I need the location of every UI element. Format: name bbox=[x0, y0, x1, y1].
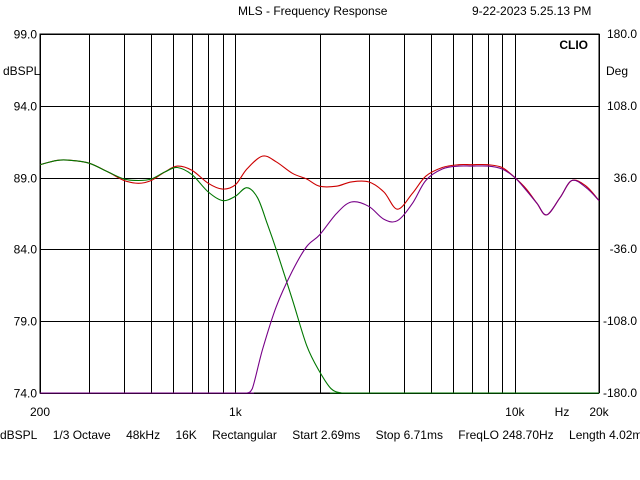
y2-tick-label: -180.0 bbox=[603, 386, 637, 400]
length-setting: Length 4.02ms bbox=[569, 428, 640, 442]
y-tick-label: 99.0 bbox=[14, 28, 38, 42]
series-layer bbox=[39, 155, 600, 394]
y-tick-label: 84.0 bbox=[14, 243, 38, 257]
brand-label: CLIO bbox=[559, 38, 588, 52]
y-axis-label: dBSPL bbox=[3, 64, 41, 78]
y2-axis-label: Deg bbox=[606, 64, 628, 78]
axis-labels: 99.0 94.0 89.0 84.0 79.0 74.0 180.0 108.0 36.0 -3… bbox=[14, 27, 638, 419]
y2-tick-label: -36.0 bbox=[610, 242, 638, 256]
measurement-settings-bar: dBSPL 1/3 Octave 48kHz 16K Rectangular S… bbox=[0, 428, 640, 442]
chart-title: MLS - Frequency Response bbox=[238, 4, 388, 18]
y-tick-label: 94.0 bbox=[14, 100, 38, 114]
stop-setting: Stop 6.71ms bbox=[375, 428, 443, 442]
sample-rate-setting: 48kHz bbox=[126, 428, 161, 442]
woofer-response-line bbox=[39, 159, 599, 394]
y-tick-label: 79.0 bbox=[14, 315, 38, 329]
tweeter-response-line bbox=[40, 165, 600, 394]
x-tick-label: 10k bbox=[505, 405, 525, 419]
smoothing-setting: 1/3 Octave bbox=[52, 428, 111, 442]
y2-tick-label: 180.0 bbox=[607, 27, 637, 41]
y-tick-label: 74.0 bbox=[14, 387, 38, 401]
x-axis-label: Hz bbox=[555, 405, 570, 419]
y2-tick-label: 36.0 bbox=[614, 171, 638, 185]
y2-tick-label: -108.0 bbox=[603, 314, 637, 328]
unit-setting: dBSPL bbox=[0, 428, 38, 442]
y-tick-label: 89.0 bbox=[14, 172, 38, 186]
y2-tick-label: 108.0 bbox=[607, 99, 637, 113]
size-setting: 16K bbox=[175, 428, 197, 442]
start-setting: Start 2.69ms bbox=[292, 428, 361, 442]
x-tick-label: 20k bbox=[589, 405, 609, 419]
window-setting: Rectangular bbox=[212, 428, 277, 442]
grid-layer bbox=[39, 33, 600, 394]
timestamp: 9-22-2023 5.25.13 PM bbox=[472, 4, 592, 18]
freq-lo-setting: FreqLO 248.70Hz bbox=[458, 428, 554, 442]
x-tick-label: 200 bbox=[30, 405, 50, 419]
x-tick-label: 1k bbox=[229, 405, 243, 419]
